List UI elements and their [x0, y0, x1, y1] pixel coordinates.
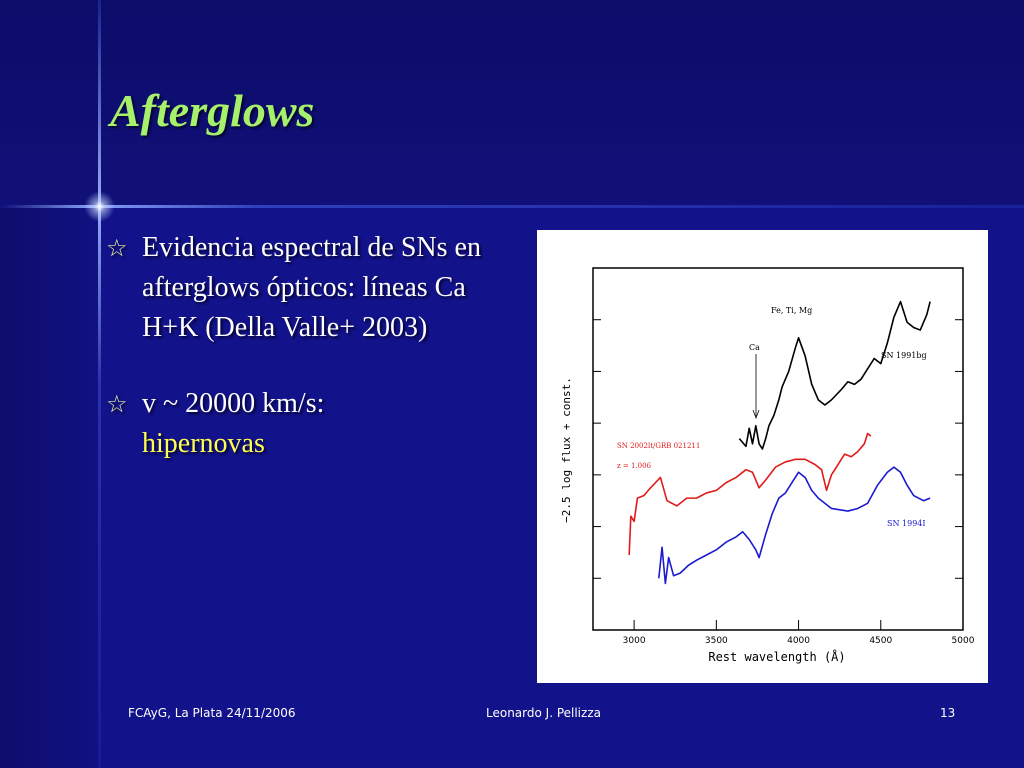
vertical-light-streak [98, 0, 101, 768]
series-label-sn1991bg: SN 1991bg [881, 351, 927, 360]
annotation-fe-ti-mg: Fe, Ti, Mg [771, 306, 812, 315]
annotation-ca: Ca [749, 343, 760, 352]
star-outline-icon: ☆ [106, 390, 128, 418]
x-tick-label: 4500 [869, 636, 892, 646]
footer-center: Leonardo J. Pellizza [486, 706, 601, 720]
slide-title: Afterglows [110, 85, 315, 136]
series-label-sn1994i: SN 1994I [887, 519, 926, 528]
series-line-0 [738, 300, 931, 450]
series-line-2 [657, 466, 931, 585]
spectra-figure: 3000 3500 4000 4500 5000 Rest wavelength (Å)… [537, 230, 988, 683]
spectra-chart: 3000 3500 4000 4500 5000 Rest wavelength (Å)… [560, 267, 975, 664]
bullet-list: ☆ Evidencia espectral de SNs en afterglo… [104, 228, 524, 464]
series-label-sn2002lt: SN 2002lt/GRB 021211 [617, 442, 700, 450]
bullet-highlight: hipernovas [142, 428, 265, 459]
plot-frame [592, 267, 964, 631]
bullet-text: Evidencia espectral de SNs en afterglows… [142, 232, 481, 343]
x-tick-label: 3500 [705, 636, 728, 646]
x-tick-label: 3000 [623, 636, 646, 646]
bullet-item: ☆ Evidencia espectral de SNs en afterglo… [104, 228, 524, 348]
bullet-item: ☆ v ~ 20000 km/s: hipernovas [104, 384, 524, 464]
ca-arrowhead [752, 409, 760, 420]
footer-page-number: 13 [940, 706, 956, 720]
series-line-1 [628, 432, 872, 556]
title-band [0, 0, 1024, 208]
sparkle-icon [84, 191, 115, 222]
star-outline-icon: ☆ [106, 234, 128, 262]
bullet-text: v ~ 20000 km/s: [142, 388, 325, 419]
footer-left: FCAyG, La Plata 24/11/2006 [128, 706, 296, 720]
x-tick-label: 4000 [787, 636, 810, 646]
y-axis-label: −2.5 log flux + const. [560, 377, 573, 523]
x-tick-label: 5000 [952, 636, 975, 646]
annotation-redshift: z = 1.006 [617, 462, 652, 470]
x-axis-label: Rest wavelength (Å) [708, 649, 845, 664]
left-band [0, 208, 100, 768]
horizontal-light-streak [0, 205, 1024, 208]
